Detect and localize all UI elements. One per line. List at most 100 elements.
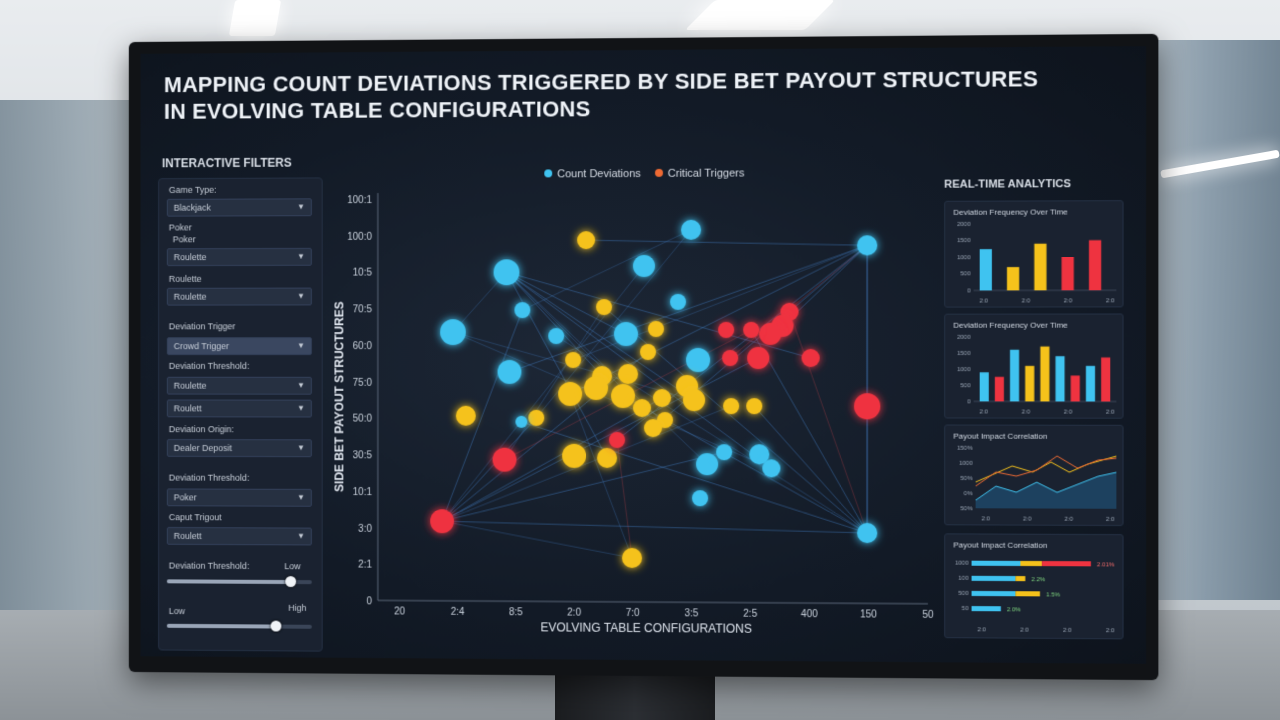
chevron-down-icon: ▼: [297, 532, 305, 541]
x-tick-label: 2:0: [982, 516, 991, 522]
ceiling-light: [685, 0, 835, 30]
network-link: [521, 422, 867, 533]
correlation-panel-1: Payout Impact Correlation 150% 1000 50% 0% 5…: [944, 425, 1123, 527]
y-tick-label: 75:0: [353, 377, 373, 388]
chevron-down-icon: ▼: [297, 404, 305, 413]
network-link: [556, 336, 867, 533]
poker-label: Poker: [169, 223, 192, 233]
range-slider[interactable]: [167, 624, 312, 629]
threshold-select-c[interactable]: Poker ▼: [167, 488, 312, 506]
deviation-node: [584, 376, 608, 400]
deviation-node: [648, 321, 664, 337]
y-tick-label: 50:0: [353, 414, 373, 425]
count-deviation-node: [494, 259, 520, 285]
deviation-node: [528, 410, 544, 426]
slider-low-label: Low: [169, 606, 185, 616]
x-tick-label: 2:0: [1022, 298, 1031, 304]
frequency-panel-2: Deviation Frequency Over Time 2000 1500 10…: [944, 313, 1123, 418]
frequency-chart-1: 20001500100050002:0 2:0 2:0 2:0: [945, 201, 1124, 309]
bar: [1086, 366, 1095, 402]
slider-knob[interactable]: [271, 621, 282, 632]
count-deviation-node: [692, 490, 708, 506]
y-tick-label: 0%: [964, 491, 974, 497]
deviation-node: [596, 299, 612, 315]
x-tick-label: 400: [801, 609, 818, 620]
x-tick-label: 2:0: [980, 409, 989, 415]
count-deviation-node: [614, 322, 638, 346]
stacked-bar-segment: [1016, 591, 1040, 596]
bar: [1062, 257, 1074, 290]
row-value: 2.2%: [1031, 577, 1046, 583]
threshold-select-b[interactable]: Roulett ▼: [167, 399, 312, 417]
network-link: [442, 406, 731, 523]
slider-high-label: High: [288, 603, 306, 613]
deviation-node: [565, 352, 581, 368]
threshold-slider[interactable]: [167, 579, 312, 584]
count-deviation-node: [515, 416, 527, 428]
deviation-node: [746, 398, 762, 414]
deviation-trigger-select[interactable]: Crowd Trigger ▼: [167, 337, 312, 355]
origin-select[interactable]: Dealer Deposit ▼: [167, 439, 312, 457]
deviation-node: [618, 364, 638, 384]
bar: [1025, 366, 1034, 402]
row-label: 500: [958, 591, 969, 597]
network-link: [573, 245, 867, 360]
critical-trigger-node: [609, 432, 625, 448]
x-axis-title: EVOLVING TABLE CONFIGURATIONS: [540, 620, 752, 634]
origin-label: Deviation Origin:: [169, 424, 234, 434]
x-tick-label: 2:0: [1106, 628, 1115, 634]
x-tick-label: 2:0: [978, 627, 987, 633]
poker-sub-label: Poker: [173, 234, 196, 244]
deviation-node: [597, 448, 617, 468]
critical-trigger-node: [430, 509, 454, 533]
y-tick-label: 3:0: [358, 523, 372, 534]
chevron-down-icon: ▼: [297, 252, 305, 261]
y-tick-label: 1500: [957, 351, 971, 357]
threshold-label: Deviation Threshold:: [169, 473, 250, 483]
payout-select[interactable]: Roulett ▼: [167, 527, 312, 545]
slider-knob[interactable]: [285, 576, 296, 587]
roulette-select[interactable]: Roulette ▼: [167, 288, 312, 306]
filters-heading: INTERACTIVE FILTERS: [162, 156, 292, 170]
deviation-node: [456, 406, 476, 426]
bar: [995, 377, 1004, 402]
row-value: 1.5%: [1046, 592, 1061, 598]
count-deviation-node: [696, 453, 718, 475]
y-tick-label: 10:1: [353, 487, 373, 498]
stacked-bar-segment: [1020, 561, 1042, 566]
x-tick-label: 7:0: [626, 608, 640, 619]
bar: [1101, 357, 1110, 401]
critical-trigger-node: [802, 349, 820, 367]
correlation-bar-chart: 1000 2.01%100 2.2%500 1.5%50 2.0%2:0 2:0 2:0 2:…: [945, 534, 1124, 640]
poker-select[interactable]: Roulette ▼: [167, 248, 312, 266]
deviation-node: [683, 389, 705, 411]
monitor: MAPPING COUNT DEVIATIONS TRIGGERED BY SI…: [129, 34, 1159, 680]
deviation-node: [723, 398, 739, 414]
critical-trigger-node: [718, 322, 734, 338]
stacked-bar-segment: [972, 576, 1016, 581]
frequency-chart-2: 2000 1500 1000 500 0 2:0 2:0 2:0 2:0: [945, 314, 1124, 419]
x-tick-label: 2:0: [1106, 298, 1115, 304]
bar: [1034, 244, 1046, 291]
y-tick-label: 30:5: [353, 450, 373, 461]
x-tick-label: 2:0: [1064, 298, 1073, 304]
y-tick-label: 50%: [960, 476, 973, 482]
y-tick-label: 2000: [957, 222, 971, 228]
y-tick-label: 0: [967, 288, 971, 294]
network-chart-svg: 100:1 100:0 10:5 70:5 60:0 75:0 50:0 30:5 10:1 3:…: [329, 160, 949, 634]
threshold-value-a: Roulette: [174, 381, 207, 391]
y-tick-label: 70:5: [353, 304, 373, 315]
threshold-select-a[interactable]: Roulette ▼: [167, 377, 312, 395]
y-tick-label: 500: [960, 383, 971, 389]
y-axis-title: SIDE BET PAYOUT STRUCTURES: [332, 301, 346, 491]
x-tick-label: 2:0: [1106, 517, 1115, 523]
y-tick-label: 60:0: [353, 341, 373, 352]
x-tick-label: 2:0: [1064, 410, 1073, 416]
count-deviation-node: [670, 294, 686, 310]
stacked-bar-segment: [972, 591, 1016, 596]
game-type-label: Game Type:: [169, 185, 217, 195]
deviation-node: [562, 444, 586, 468]
network-link: [522, 230, 691, 310]
game-type-select[interactable]: Blackjack ▼: [167, 198, 312, 216]
bar: [980, 372, 989, 401]
